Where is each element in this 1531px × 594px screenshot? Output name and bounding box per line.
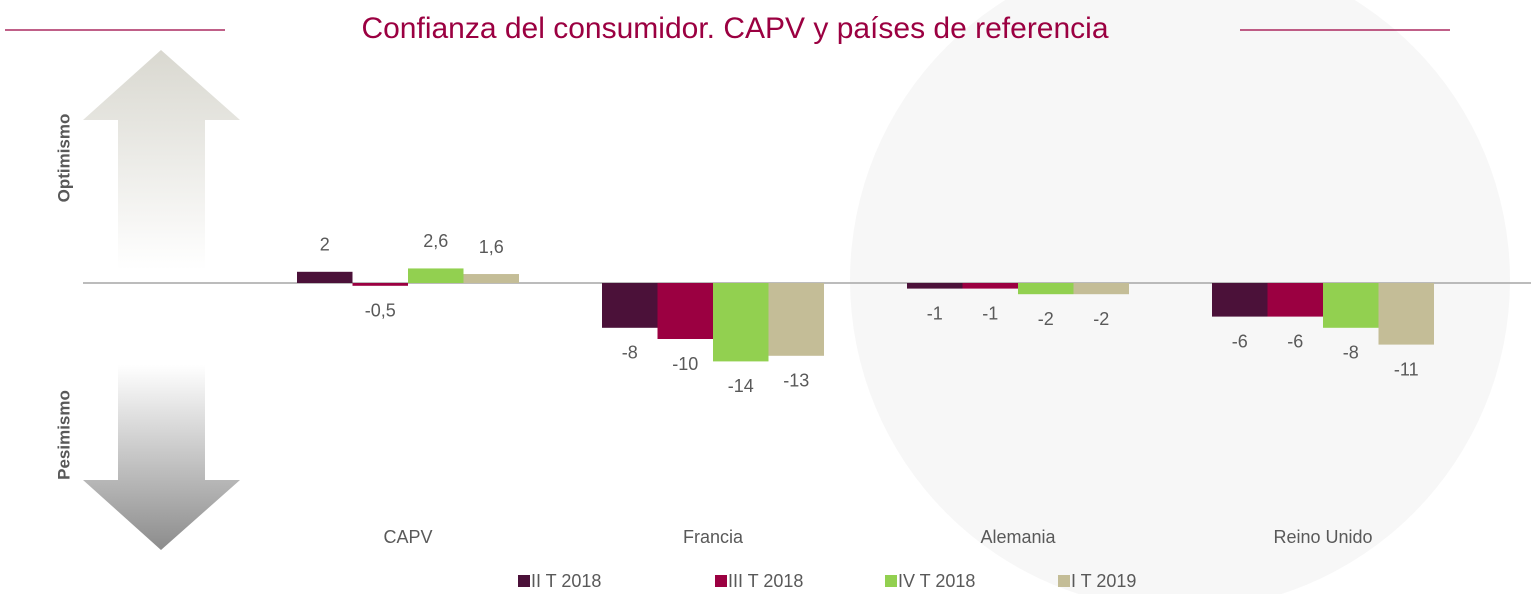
data-label: -10 bbox=[672, 354, 698, 374]
bar bbox=[297, 271, 353, 283]
data-label: -11 bbox=[1394, 359, 1419, 379]
data-label: -2 bbox=[1038, 309, 1054, 329]
legend-label: I T 2019 bbox=[1071, 571, 1136, 591]
bar bbox=[713, 283, 769, 362]
data-label: 2,6 bbox=[423, 231, 448, 251]
up-arrow bbox=[83, 50, 240, 270]
bar bbox=[1267, 283, 1323, 317]
data-label: -0,5 bbox=[365, 301, 396, 321]
bar bbox=[768, 283, 824, 356]
bar bbox=[1073, 283, 1129, 295]
x-tick-label: CAPV bbox=[383, 527, 432, 547]
data-label: -1 bbox=[982, 303, 998, 323]
bar bbox=[1018, 283, 1074, 295]
legend-swatch bbox=[1058, 575, 1070, 587]
data-label: -8 bbox=[622, 343, 638, 363]
legend-label: IV T 2018 bbox=[898, 571, 975, 591]
x-tick-label: Francia bbox=[683, 527, 744, 547]
legend-swatch bbox=[885, 575, 897, 587]
watermark bbox=[850, 0, 1510, 594]
optimism-label: Optimismo bbox=[54, 114, 73, 203]
bar bbox=[1323, 283, 1379, 328]
x-tick-label: Reino Unido bbox=[1273, 527, 1372, 547]
data-label: -13 bbox=[783, 371, 809, 391]
bar bbox=[1212, 283, 1268, 317]
legend-swatch bbox=[518, 575, 530, 587]
legend-label: III T 2018 bbox=[728, 571, 803, 591]
bar bbox=[1378, 283, 1434, 345]
bar bbox=[602, 283, 658, 328]
legend-label: II T 2018 bbox=[531, 571, 601, 591]
x-tick-label: Alemania bbox=[980, 527, 1056, 547]
pessimism-label: Pesimismo bbox=[54, 390, 73, 480]
data-label: -14 bbox=[728, 376, 754, 396]
data-label: -1 bbox=[927, 303, 943, 323]
data-label: -6 bbox=[1232, 331, 1248, 351]
chart-title: Confianza del consumidor. CAPV y países … bbox=[361, 12, 1108, 45]
data-label: -2 bbox=[1093, 309, 1109, 329]
bar bbox=[657, 283, 713, 339]
data-label: 2 bbox=[320, 235, 330, 255]
data-label: 1,6 bbox=[479, 237, 504, 257]
bar bbox=[962, 283, 1018, 289]
data-label: -8 bbox=[1343, 343, 1359, 363]
bar bbox=[352, 283, 408, 286]
down-arrow bbox=[83, 365, 240, 550]
bar bbox=[463, 274, 519, 283]
data-label: -6 bbox=[1287, 331, 1303, 351]
bar bbox=[408, 268, 464, 283]
legend-swatch bbox=[715, 575, 727, 587]
bar bbox=[907, 283, 963, 289]
